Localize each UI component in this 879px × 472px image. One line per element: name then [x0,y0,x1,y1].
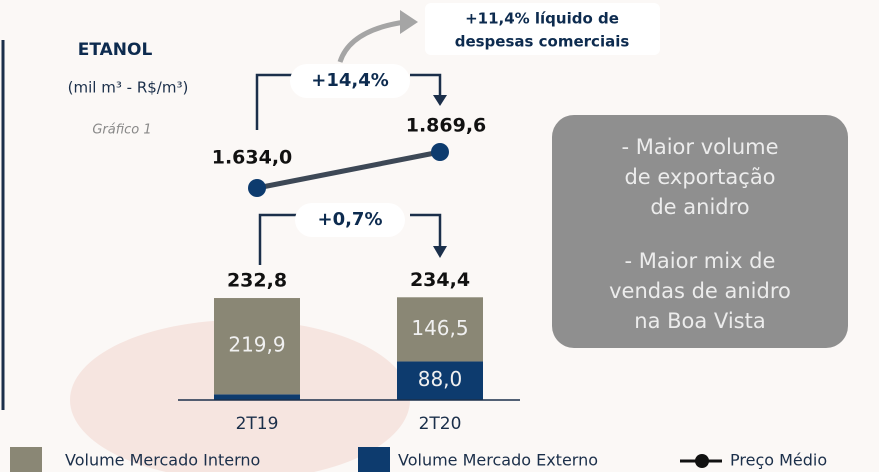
callout-line: - Maior mix de [625,249,776,273]
note-text: +11,4% líquido de [465,10,619,28]
price-marker [431,143,449,161]
legend-swatch [358,447,390,472]
callout-line: vendas de anidro [609,279,791,303]
legend-label: Volume Mercado Interno [65,451,260,470]
callout-line: de anidro [650,195,749,219]
change-label: +14,4% [311,70,389,91]
legend-label: Preço Médio [730,451,827,470]
chart: ETANOL (mil m³ - R$/m³) Gráfico 1 +11,4%… [0,0,879,472]
total-label: 234,4 [410,269,470,291]
change-label: +0,7% [317,209,382,230]
legend-marker [695,454,709,468]
value-label: 219,9 [228,333,285,357]
note-text: despesas comerciais [455,33,630,51]
legend-swatch [10,447,42,472]
total-label: 232,8 [227,270,287,292]
bar-segment [214,394,300,400]
callout-line: - Maior volume [621,135,778,159]
value-label: 88,0 [418,367,463,391]
price-label: 1.869,6 [406,115,487,137]
chart-title: ETANOL [78,40,153,60]
value-label: 146,5 [411,316,468,340]
x-tick-label: 2T19 [236,414,279,434]
price-label: 1.634,0 [212,147,293,169]
x-tick-label: 2T20 [419,414,462,434]
callout-line: na Boa Vista [634,309,765,333]
price-marker [248,179,266,197]
chart-subtitle: (mil m³ - R$/m³) [68,79,189,97]
callout-line: de exportação [624,165,775,189]
chart-note: Gráfico 1 [92,123,151,138]
legend-label: Volume Mercado Externo [398,451,598,470]
